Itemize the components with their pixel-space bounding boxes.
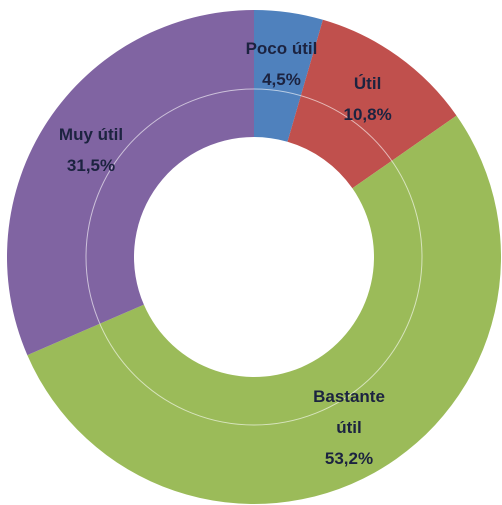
data-label: Bastante útil 53,2%	[301, 381, 397, 474]
value-label: 53,2%	[324, 448, 374, 468]
value-label: 31,5%	[66, 155, 116, 175]
category-label: Muy útil	[58, 124, 124, 144]
data-label: Útil 10,8%	[320, 68, 416, 130]
data-label: Muy útil 31,5%	[43, 119, 139, 181]
donut-segment	[27, 115, 501, 504]
donut-segment	[287, 19, 457, 189]
value-label: 4,5%	[262, 69, 301, 89]
ring-separator	[85, 88, 423, 426]
data-label: Poco útil 4,5%	[233, 33, 329, 95]
value-label: 10,8%	[343, 104, 392, 124]
category-label: Útil	[353, 73, 382, 93]
category-label: Bastante útil	[313, 386, 385, 437]
category-label: Poco útil	[245, 38, 318, 58]
donut-segment	[254, 10, 323, 142]
donut-segment	[6, 10, 254, 356]
